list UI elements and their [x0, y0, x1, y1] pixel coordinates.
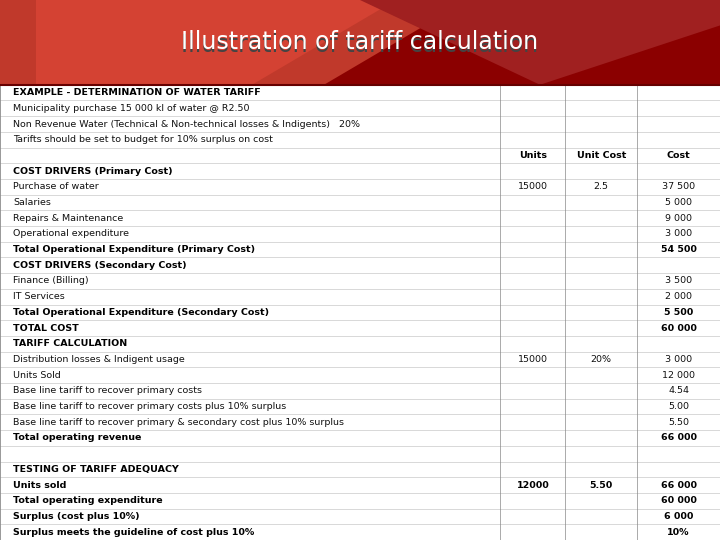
Text: Surplus meets the guideline of cost plus 10%: Surplus meets the guideline of cost plus…: [13, 528, 254, 537]
Text: Total Operational Expenditure (Secondary Cost): Total Operational Expenditure (Secondary…: [13, 308, 269, 317]
Text: Surplus (cost plus 10%): Surplus (cost plus 10%): [13, 512, 140, 521]
Text: Total operating revenue: Total operating revenue: [13, 434, 141, 442]
Text: 3 000: 3 000: [665, 355, 692, 364]
Text: 66 000: 66 000: [661, 481, 697, 490]
Text: 5 000: 5 000: [665, 198, 692, 207]
Polygon shape: [36, 0, 396, 85]
Text: COST DRIVERS (Secondary Cost): COST DRIVERS (Secondary Cost): [13, 261, 186, 270]
Text: Total Operational Expenditure (Primary Cost): Total Operational Expenditure (Primary C…: [13, 245, 255, 254]
Text: Municipality purchase 15 000 kl of water @ R2.50: Municipality purchase 15 000 kl of water…: [13, 104, 249, 113]
Text: Illustration of tariff calculation: Illustration of tariff calculation: [181, 30, 539, 55]
Text: 5.00: 5.00: [668, 402, 689, 411]
Text: 5 500: 5 500: [664, 308, 693, 317]
Text: 3 000: 3 000: [665, 230, 692, 238]
Text: Cost: Cost: [667, 151, 690, 160]
Text: 10%: 10%: [667, 528, 690, 537]
Text: 9 000: 9 000: [665, 214, 692, 222]
Text: 5.50: 5.50: [668, 418, 689, 427]
Text: TOTAL COST: TOTAL COST: [13, 323, 78, 333]
Text: Finance (Billing): Finance (Billing): [13, 276, 89, 286]
Text: Units Sold: Units Sold: [13, 370, 60, 380]
Text: 20%: 20%: [590, 355, 612, 364]
Text: 54 500: 54 500: [661, 245, 696, 254]
Text: Units: Units: [519, 151, 546, 160]
Text: 4.54: 4.54: [668, 387, 689, 395]
Text: 15000: 15000: [518, 183, 548, 191]
Text: Non Revenue Water (Technical & Non-technical losses & Indigents)   20%: Non Revenue Water (Technical & Non-techn…: [13, 119, 360, 129]
Text: Base line tariff to recover primary & secondary cost plus 10% surplus: Base line tariff to recover primary & se…: [13, 418, 344, 427]
Text: Base line tariff to recover primary costs: Base line tariff to recover primary cost…: [13, 387, 202, 395]
Polygon shape: [0, 0, 720, 85]
Text: 6 000: 6 000: [664, 512, 693, 521]
Text: COST DRIVERS (Primary Cost): COST DRIVERS (Primary Cost): [13, 167, 173, 176]
Text: Total operating expenditure: Total operating expenditure: [13, 496, 163, 505]
Text: EXAMPLE - DETERMINATION OF WATER TARIFF: EXAMPLE - DETERMINATION OF WATER TARIFF: [13, 88, 261, 97]
Text: Unit Cost: Unit Cost: [577, 151, 626, 160]
Text: Salaries: Salaries: [13, 198, 51, 207]
Text: TESTING OF TARIFF ADEQUACY: TESTING OF TARIFF ADEQUACY: [13, 465, 179, 474]
Text: Repairs & Maintenance: Repairs & Maintenance: [13, 214, 123, 222]
Text: 66 000: 66 000: [661, 434, 697, 442]
Text: 37 500: 37 500: [662, 183, 696, 191]
Text: Illustration of tariff calculation: Illustration of tariff calculation: [181, 33, 539, 57]
Text: 60 000: 60 000: [661, 496, 696, 505]
Text: Purchase of water: Purchase of water: [13, 183, 99, 191]
Text: 3 500: 3 500: [665, 276, 692, 286]
Text: 12 000: 12 000: [662, 370, 695, 380]
Text: Units sold: Units sold: [13, 481, 66, 490]
Text: Distribution losses & Indigent usage: Distribution losses & Indigent usage: [13, 355, 185, 364]
Text: 60 000: 60 000: [661, 323, 696, 333]
Text: 15000: 15000: [518, 355, 548, 364]
Polygon shape: [0, 0, 468, 85]
Text: Base line tariff to recover primary costs plus 10% surplus: Base line tariff to recover primary cost…: [13, 402, 287, 411]
Text: 12000: 12000: [516, 481, 549, 490]
Text: IT Services: IT Services: [13, 292, 65, 301]
Text: 2 000: 2 000: [665, 292, 692, 301]
Text: 2.5: 2.5: [594, 183, 608, 191]
Text: Tarifts should be set to budget for 10% surplus on cost: Tarifts should be set to budget for 10% …: [13, 135, 273, 144]
Text: 5.50: 5.50: [590, 481, 613, 490]
Text: TARIFF CALCULATION: TARIFF CALCULATION: [13, 339, 127, 348]
Polygon shape: [360, 0, 720, 85]
Text: Operational expenditure: Operational expenditure: [13, 230, 129, 238]
